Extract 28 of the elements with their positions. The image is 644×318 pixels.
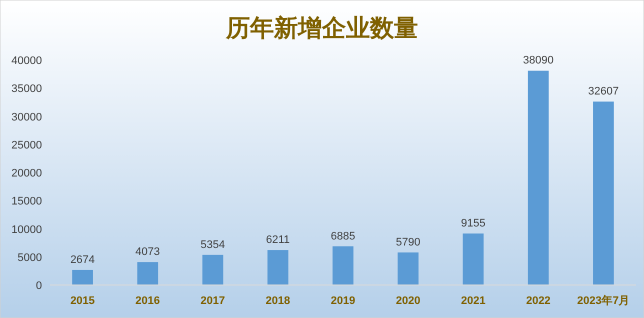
x-tick-label: 2015 bbox=[70, 295, 95, 307]
y-tick-label: 10000 bbox=[11, 224, 42, 236]
data-label: 9155 bbox=[460, 218, 486, 230]
chart-title: 历年新增企业数量 bbox=[225, 15, 418, 42]
y-tick-label: 25000 bbox=[11, 139, 42, 152]
x-tick-label: 2016 bbox=[135, 295, 160, 307]
x-tick-label: 2018 bbox=[266, 295, 290, 307]
data-label: 32607 bbox=[588, 86, 619, 98]
y-tick-label: 30000 bbox=[11, 111, 42, 124]
y-tick-label: 0 bbox=[36, 280, 42, 292]
y-tick-label: 15000 bbox=[11, 196, 42, 208]
y-tick-label: 20000 bbox=[11, 168, 42, 180]
x-tick-label: 2021 bbox=[460, 295, 486, 307]
x-tick-label: 2019 bbox=[330, 295, 356, 307]
data-label: 2674 bbox=[70, 254, 95, 266]
data-label: 4073 bbox=[135, 246, 160, 258]
x-tick-label: 2022 bbox=[526, 295, 551, 307]
y-tick-label: 5000 bbox=[18, 252, 42, 264]
data-label: 6211 bbox=[266, 234, 290, 246]
data-label: 5354 bbox=[200, 238, 226, 251]
data-label: 5790 bbox=[396, 236, 420, 248]
y-tick-label: 35000 bbox=[11, 83, 42, 96]
x-tick-label: 2017 bbox=[200, 295, 226, 307]
data-label: 6885 bbox=[330, 230, 356, 242]
y-tick-label: 40000 bbox=[11, 55, 42, 67]
x-tick-label: 2023年7月 bbox=[577, 294, 630, 307]
x-tick-label: 2020 bbox=[396, 295, 420, 307]
data-label: 38090 bbox=[523, 54, 554, 67]
